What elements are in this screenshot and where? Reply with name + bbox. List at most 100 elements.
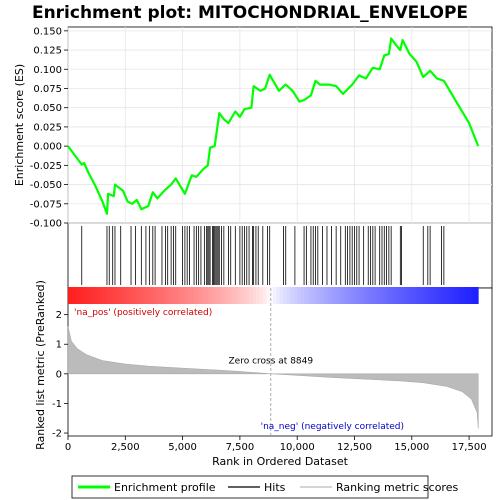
x-tick-label: 7,500 — [226, 442, 255, 453]
x-tick-label: 2,500 — [111, 442, 140, 453]
ranking-bar-segment — [379, 287, 383, 304]
ranking-bar-segment — [150, 287, 154, 304]
ranking-bar-segment — [136, 287, 141, 304]
hits-panel — [67, 222, 493, 289]
es-tick-label: 0.100 — [33, 65, 62, 76]
metric-tick-label: -1 — [52, 399, 62, 410]
es-tick-label: 0.050 — [33, 103, 62, 114]
ranking-bar-segment — [167, 287, 171, 304]
ranking-bar-segment — [293, 287, 298, 304]
ranking-bar-segment — [403, 287, 407, 304]
ranking-bar-segment — [385, 287, 390, 304]
ranking-bar-segment — [351, 287, 356, 304]
ranking-bar-segment — [464, 287, 469, 304]
ranking-metric-layer — [67, 288, 479, 436]
ranking-bar-segment — [423, 287, 428, 304]
ranking-bar-segment — [341, 287, 346, 304]
ranking-bar-segment — [362, 287, 366, 304]
ranking-bar-segment — [286, 287, 291, 304]
hits-layer — [81, 226, 445, 285]
ranking-bar-segment — [132, 287, 137, 304]
ranking-bar-segment — [440, 287, 445, 304]
ranking-bar-segment — [290, 287, 295, 304]
ranking-bar-segment — [153, 287, 158, 304]
zero-cross-label: Zero cross at 8849 — [229, 356, 314, 366]
ranking-bar-segment — [228, 287, 233, 304]
ranking-bar-segment — [68, 287, 72, 304]
ranking-bar-segment — [245, 287, 250, 304]
ranking-bar-segment — [98, 287, 103, 304]
ranking-bar-segment — [269, 287, 274, 304]
ranking-bar-segment — [218, 287, 223, 304]
ranking-bar-segment — [221, 287, 226, 304]
x-tick-label: 0 — [65, 442, 71, 453]
ranking-bar-segment — [91, 287, 96, 304]
ranking-bar-segment — [413, 287, 418, 304]
ranking-bar-segment — [297, 287, 301, 304]
metric-tick-label: -2 — [52, 429, 62, 440]
ranking-bar-segment — [334, 287, 339, 304]
ranking-bar-segment — [235, 287, 240, 304]
ranking-bar-segment — [115, 287, 120, 304]
x-tick-label: 5,000 — [168, 442, 197, 453]
x-tick-label: 17,500 — [452, 442, 487, 453]
ranking-bar-segment — [238, 287, 243, 304]
ranking-bar-segment — [225, 287, 230, 304]
ranking-bar-segment — [331, 287, 336, 304]
ranking-bar-segment — [430, 287, 435, 304]
x-tick-label: 10,000 — [280, 442, 315, 453]
ranking-bar-segment — [467, 287, 472, 304]
ranking-bar-segment — [461, 287, 465, 304]
x-axis-label: Rank in Ordered Dataset — [212, 455, 349, 468]
legend-metric-label: Ranking metric scores — [336, 481, 458, 494]
ranking-bar-segment — [392, 287, 397, 304]
ranking-bar-segment — [204, 287, 209, 304]
neg-correlated-label: 'na_neg' (negatively correlated) — [261, 422, 404, 432]
ranking-bar-segment — [348, 287, 353, 304]
ranking-bar-segment — [119, 287, 124, 304]
ranking-bar-segment — [156, 287, 161, 304]
ranking-bar-segment — [71, 287, 76, 304]
ranking-bar-segment — [433, 287, 438, 304]
es-tick-label: -0.050 — [30, 180, 62, 191]
ranking-bar-segment — [399, 287, 404, 304]
es-tick-label: 0.025 — [33, 122, 62, 133]
ranking-bar-segment — [81, 287, 86, 304]
ranking-bar-segment — [177, 287, 182, 304]
ranking-bar-segment — [259, 287, 264, 304]
ranking-bar-segment — [197, 287, 202, 304]
ranking-bar-segment — [88, 287, 93, 304]
ranking-bar-segment — [102, 287, 107, 304]
ranking-bar-segment — [173, 287, 178, 304]
ranking-bar-segment — [406, 287, 411, 304]
es-tick-label: -0.075 — [30, 199, 62, 210]
ranking-bar-segment — [324, 287, 329, 304]
ranking-bar-segment — [95, 287, 100, 304]
ranking-bar-segment — [184, 287, 189, 304]
ranking-bar-segment — [201, 287, 206, 304]
metric-tick-label: 2 — [56, 310, 62, 321]
ranking-bar-segment — [256, 287, 260, 304]
es-tick-label: 0.150 — [33, 26, 62, 37]
ranking-bar-segment — [474, 287, 479, 304]
x-axis: 0 2,500 5,000 7,500 10,000 12,500 15,000 17,500 — [65, 436, 487, 453]
es-tick-label: 0.075 — [33, 84, 62, 95]
ranking-bar-segment — [208, 287, 212, 304]
ranking-bar-segment — [320, 287, 325, 304]
es-tick-label: 0.125 — [33, 46, 62, 57]
ranking-bar-segment — [444, 287, 448, 304]
ranking-bar-segment — [317, 287, 322, 304]
ranking-bar-segment — [368, 287, 373, 304]
ranking-bar-segment — [279, 287, 284, 304]
ranking-bar-segment — [215, 287, 219, 304]
ranking-bar-segment — [249, 287, 254, 304]
ranking-bar-segment — [160, 287, 165, 304]
ranking-bar-segment — [273, 287, 277, 304]
ranking-bar-segment — [276, 287, 281, 304]
ranking-bar-segment — [300, 287, 305, 304]
es-panel — [67, 26, 493, 224]
ranking-bar-segment — [122, 287, 127, 304]
x-tick-label: 12,500 — [337, 442, 372, 453]
es-tick-label: 0.000 — [33, 142, 62, 153]
es-y-axis: -0.100 -0.075 -0.050 -0.025 0.000 0.025 0.050 0… — [30, 26, 68, 230]
